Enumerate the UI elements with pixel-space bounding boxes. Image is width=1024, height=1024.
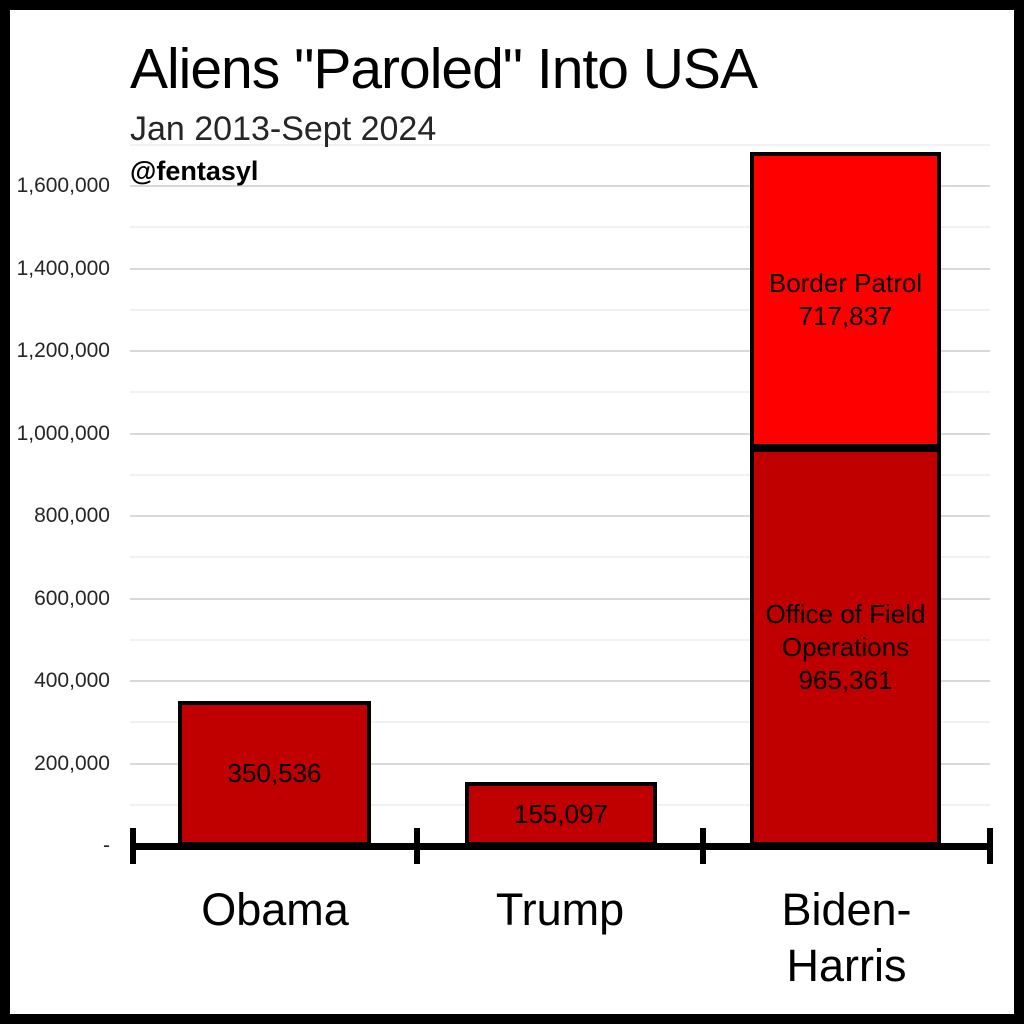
gridline (130, 144, 990, 146)
gridline (130, 433, 990, 435)
bar-value-label-trump: 155,097 (514, 798, 608, 831)
chart-subtitle: Jan 2013-Sept 2024 (130, 110, 437, 148)
gridline (130, 763, 990, 765)
y-axis-label: 800,000 (34, 504, 110, 527)
bar-obama: 350,536 (178, 701, 371, 846)
y-axis-label: 200,000 (34, 752, 110, 775)
y-axis-label: 1,600,000 (16, 174, 110, 197)
y-axis-label: 400,000 (34, 669, 110, 692)
gridline (130, 515, 990, 517)
bar-trump: 155,097 (465, 782, 657, 846)
gridline (130, 391, 990, 393)
gridline (130, 226, 990, 228)
segment-value-ofo: 965,361 (798, 664, 893, 695)
bar-value-obama: 350,536 (227, 758, 322, 788)
y-axis-label: 1,200,000 (16, 339, 110, 362)
y-axis-label: 600,000 (34, 587, 110, 610)
category-text-trump: Trump (495, 884, 625, 935)
gridline (130, 639, 990, 641)
bar-value-label-obama: 350,536 (228, 757, 322, 790)
x-axis-label-obama: Obama (133, 882, 417, 938)
gridline (130, 556, 990, 558)
gridline (130, 721, 990, 723)
gridline (130, 268, 990, 270)
category-text-biden-harris: Biden-Harris (781, 884, 912, 991)
chart-title: Aliens "Paroled" Into USA (130, 37, 758, 101)
x-axis-line (130, 843, 991, 850)
bar-value-trump: 155,097 (514, 798, 608, 829)
gridline (130, 474, 990, 476)
segment-label-border-patrol: Border Patrol 717,837 (769, 267, 922, 333)
x-axis-label-trump: Trump (417, 882, 703, 938)
bar-segment-border-patrol: Border Patrol 717,837 (750, 152, 941, 448)
y-axis-label: 1,000,000 (16, 422, 110, 445)
gridline (130, 350, 990, 352)
category-text-obama: Obama (201, 884, 349, 935)
bar-biden-harris: Office of Field Operations 965,361 Borde… (750, 152, 941, 846)
y-axis-label: 1,400,000 (16, 257, 110, 280)
segment-name-border-patrol: Border Patrol (768, 268, 923, 298)
x-axis-tick (700, 828, 706, 864)
segment-label-ofo: Office of Field Operations 965,361 (756, 598, 936, 697)
y-axis-label: - (103, 834, 110, 857)
bar-segment-trump: 155,097 (465, 782, 657, 846)
x-axis-tick (987, 828, 993, 864)
x-axis-label-biden-harris: Biden-Harris (703, 882, 990, 994)
plot-area: 350,536 155,097 Office of Field Operatio… (130, 144, 990, 846)
bar-segment-obama: 350,536 (178, 701, 371, 846)
gridline (130, 309, 990, 311)
bar-segment-office-of-field-operations: Office of Field Operations 965,361 (750, 448, 941, 846)
x-axis-tick (130, 828, 136, 864)
gridline (130, 185, 990, 187)
attribution-handle: @fentasyl (130, 156, 259, 186)
gridline (130, 680, 990, 682)
x-axis-tick (414, 828, 420, 864)
segment-value-border-patrol: 717,837 (798, 301, 893, 331)
segment-name-ofo: Office of Field Operations (765, 598, 926, 662)
gridline (130, 598, 990, 600)
